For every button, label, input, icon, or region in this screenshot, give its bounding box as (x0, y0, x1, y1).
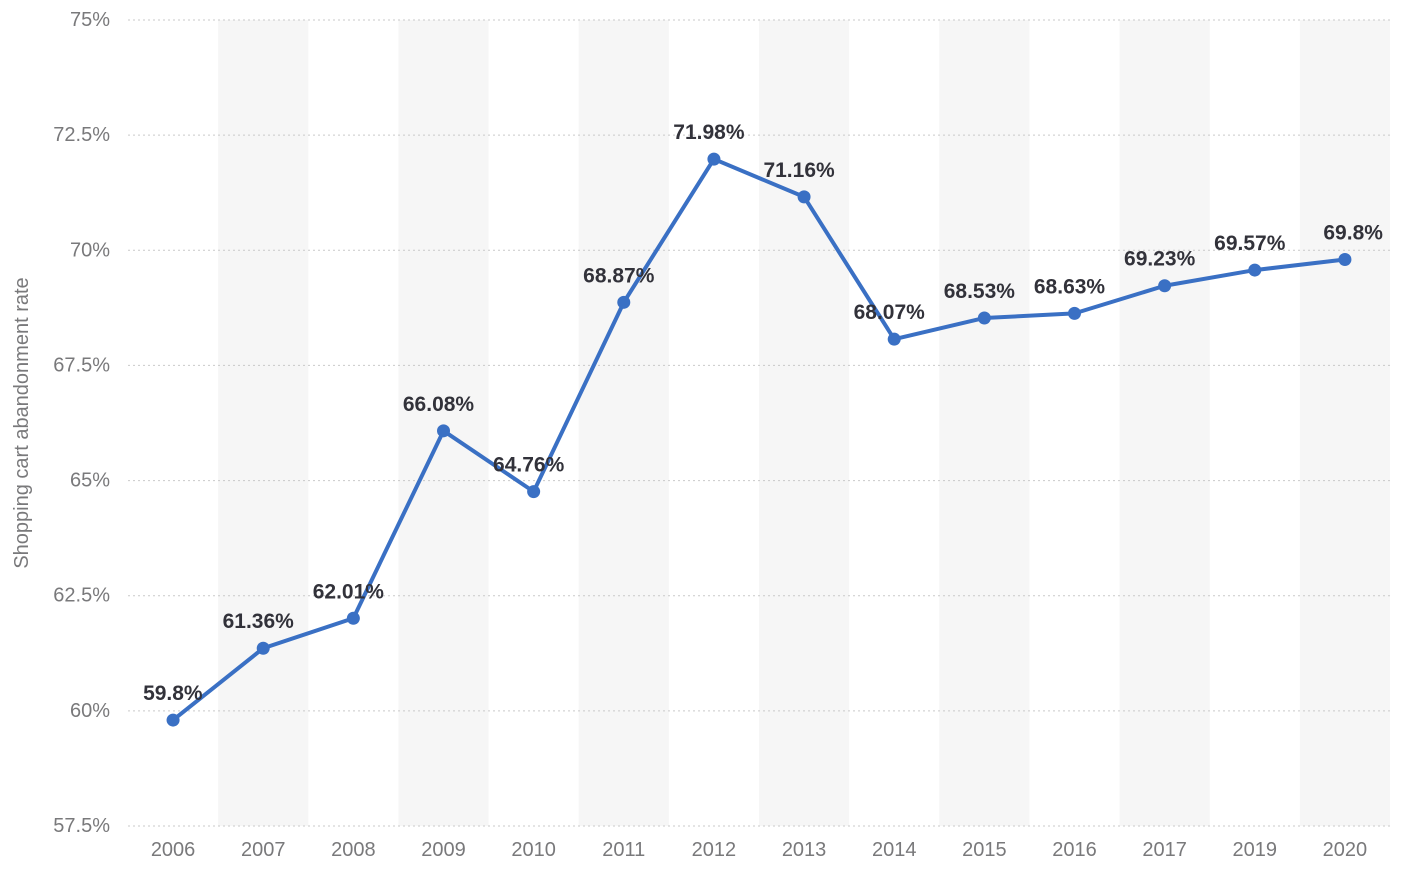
plot-band (218, 20, 308, 826)
point-label: 71.16% (763, 159, 835, 182)
chart-container: 57.5% 60% 62.5% 65% 67.5% 70% 72.5% 75% Shopping… (0, 0, 1402, 870)
y-axis-title: Shopping cart abandonment rate (11, 277, 33, 568)
x-tick-label: 2010 (511, 839, 556, 861)
data-point[interactable] (527, 485, 540, 498)
data-point[interactable] (1158, 279, 1171, 292)
point-label: 62.01% (313, 580, 385, 603)
y-tick-label: 57.5% (53, 815, 110, 837)
y-tick-label: 60% (70, 700, 110, 722)
data-point[interactable] (257, 642, 270, 655)
data-point[interactable] (437, 424, 450, 437)
plot-band (398, 20, 488, 826)
x-tick-label: 2009 (421, 839, 466, 861)
y-tick-label: 70% (70, 239, 110, 261)
point-label: 69.23% (1124, 248, 1196, 271)
point-label: 68.53% (944, 280, 1016, 303)
plot-band (759, 20, 849, 826)
data-point[interactable] (798, 190, 811, 203)
data-point[interactable] (888, 333, 901, 346)
line-chart: 57.5% 60% 62.5% 65% 67.5% 70% 72.5% 75% Shopping… (0, 0, 1402, 870)
point-label: 68.63% (1034, 275, 1106, 298)
y-tick-label: 67.5% (53, 354, 110, 376)
x-tick-label: 2012 (692, 839, 737, 861)
x-tick-label: 2007 (241, 839, 286, 861)
x-tick-label: 2011 (602, 839, 645, 861)
point-label: 61.36% (223, 610, 295, 633)
data-point[interactable] (978, 311, 991, 324)
plot-band (939, 20, 1029, 826)
y-tick-label: 65% (70, 470, 110, 492)
point-label: 69.8% (1323, 221, 1383, 244)
point-label: 71.98% (673, 121, 745, 144)
point-label: 64.76% (493, 454, 565, 477)
x-tick-label: 2019 (1233, 839, 1278, 861)
data-point[interactable] (617, 296, 630, 309)
point-label: 68.07% (854, 301, 926, 324)
x-tick-label: 2006 (151, 839, 196, 861)
x-tick-label: 2013 (782, 839, 827, 861)
x-tick-label: 2008 (331, 839, 376, 861)
y-tick-label: 75% (70, 9, 110, 31)
x-tick-label: 2020 (1323, 839, 1368, 861)
plot-band (579, 20, 669, 826)
y-tick-label: 72.5% (53, 124, 110, 146)
x-tick-label: 2014 (872, 839, 917, 861)
x-tick-label: 2016 (1052, 839, 1097, 861)
data-point[interactable] (167, 714, 180, 727)
data-point[interactable] (707, 153, 720, 166)
x-tick-label: 2017 (1142, 839, 1187, 861)
plot-band (1120, 20, 1210, 826)
y-tick-label: 62.5% (53, 585, 110, 607)
data-point[interactable] (1248, 264, 1261, 277)
point-label: 59.8% (143, 682, 203, 705)
point-label: 69.57% (1214, 232, 1286, 255)
data-point[interactable] (1068, 307, 1081, 320)
point-label: 68.87% (583, 264, 655, 287)
plot-band (1300, 20, 1390, 826)
data-point[interactable] (1338, 253, 1351, 266)
x-tick-label: 2015 (962, 839, 1007, 861)
point-label: 66.08% (403, 393, 475, 416)
data-point[interactable] (347, 612, 360, 625)
